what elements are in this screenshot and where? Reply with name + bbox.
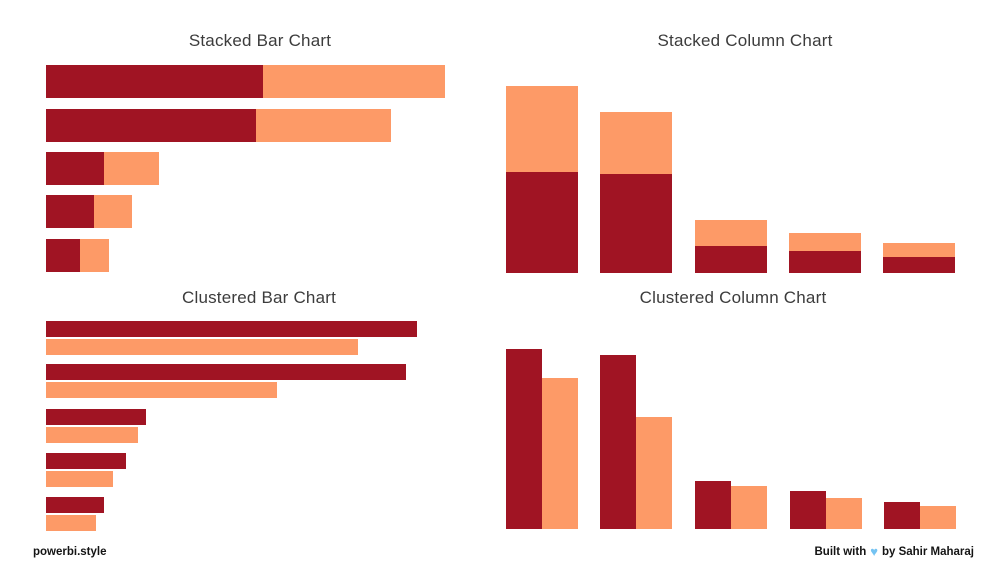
stacked-column-dark-red-segment[interactable] <box>506 172 578 273</box>
clustered-column-dark-red-segment[interactable] <box>506 349 542 529</box>
clustered-bar-chart-title: Clustered Bar Chart <box>181 288 337 307</box>
stacked-bar-chart-title: Stacked Bar Chart <box>188 31 332 50</box>
stacked-bar-orange-segment[interactable] <box>104 152 159 185</box>
stacked-bar-dark-red-segment[interactable] <box>46 195 94 228</box>
clustered-column-orange-segment[interactable] <box>826 498 862 529</box>
clustered-column-dark-red-segment[interactable] <box>790 491 826 529</box>
stacked-column-orange-segment[interactable] <box>506 86 578 172</box>
stacked-column-orange-segment[interactable] <box>789 233 861 251</box>
clustered-bar-dark-red-segment[interactable] <box>46 453 126 469</box>
clustered-bar-dark-red-segment[interactable] <box>46 497 104 513</box>
stacked-column-orange-segment[interactable] <box>695 220 767 246</box>
stacked-bar-orange-segment[interactable] <box>80 239 109 272</box>
clustered-bar-dark-red-segment[interactable] <box>46 321 417 337</box>
brand-link[interactable]: powerbi.style <box>33 546 107 558</box>
clustered-bar-orange-segment[interactable] <box>46 427 138 443</box>
clustered-bar-orange-segment[interactable] <box>46 339 358 355</box>
clustered-bar-orange-segment[interactable] <box>46 471 113 487</box>
clustered-bar-orange-segment[interactable] <box>46 515 96 531</box>
stacked-column-dark-red-segment[interactable] <box>883 257 955 273</box>
stacked-column-dark-red-segment[interactable] <box>695 246 767 273</box>
stacked-bar-orange-segment[interactable] <box>263 65 445 98</box>
clustered-column-dark-red-segment[interactable] <box>884 502 920 529</box>
credit-prefix: Built with <box>814 546 867 558</box>
clustered-bar-orange-segment[interactable] <box>46 382 277 398</box>
stacked-column-orange-segment[interactable] <box>883 243 955 257</box>
clustered-column-dark-red-segment[interactable] <box>600 355 636 529</box>
clustered-column-orange-segment[interactable] <box>920 506 956 529</box>
clustered-bar-dark-red-segment[interactable] <box>46 364 406 380</box>
stacked-bar-dark-red-segment[interactable] <box>46 239 80 272</box>
stacked-bar-orange-segment[interactable] <box>94 195 132 228</box>
stacked-bar-dark-red-segment[interactable] <box>46 65 263 98</box>
credit-suffix: by Sahir Maharaj <box>881 546 974 558</box>
stacked-column-chart-title: Stacked Column Chart <box>657 31 833 50</box>
stacked-bar-dark-red-segment[interactable] <box>46 109 256 142</box>
credit-text: Built with ♥ by Sahir Maharaj <box>814 545 974 559</box>
clustered-column-dark-red-segment[interactable] <box>695 481 731 529</box>
stacked-column-orange-segment[interactable] <box>600 112 672 174</box>
stacked-column-dark-red-segment[interactable] <box>789 251 861 273</box>
stacked-column-dark-red-segment[interactable] <box>600 174 672 273</box>
stacked-bar-dark-red-segment[interactable] <box>46 152 104 185</box>
stacked-bar-orange-segment[interactable] <box>256 109 391 142</box>
clustered-column-orange-segment[interactable] <box>636 417 672 529</box>
blue-heart-icon: ♥ <box>870 543 878 559</box>
clustered-bar-dark-red-segment[interactable] <box>46 409 146 425</box>
clustered-column-chart-title: Clustered Column Chart <box>639 288 827 307</box>
clustered-column-orange-segment[interactable] <box>542 378 578 529</box>
clustered-column-orange-segment[interactable] <box>731 486 767 529</box>
